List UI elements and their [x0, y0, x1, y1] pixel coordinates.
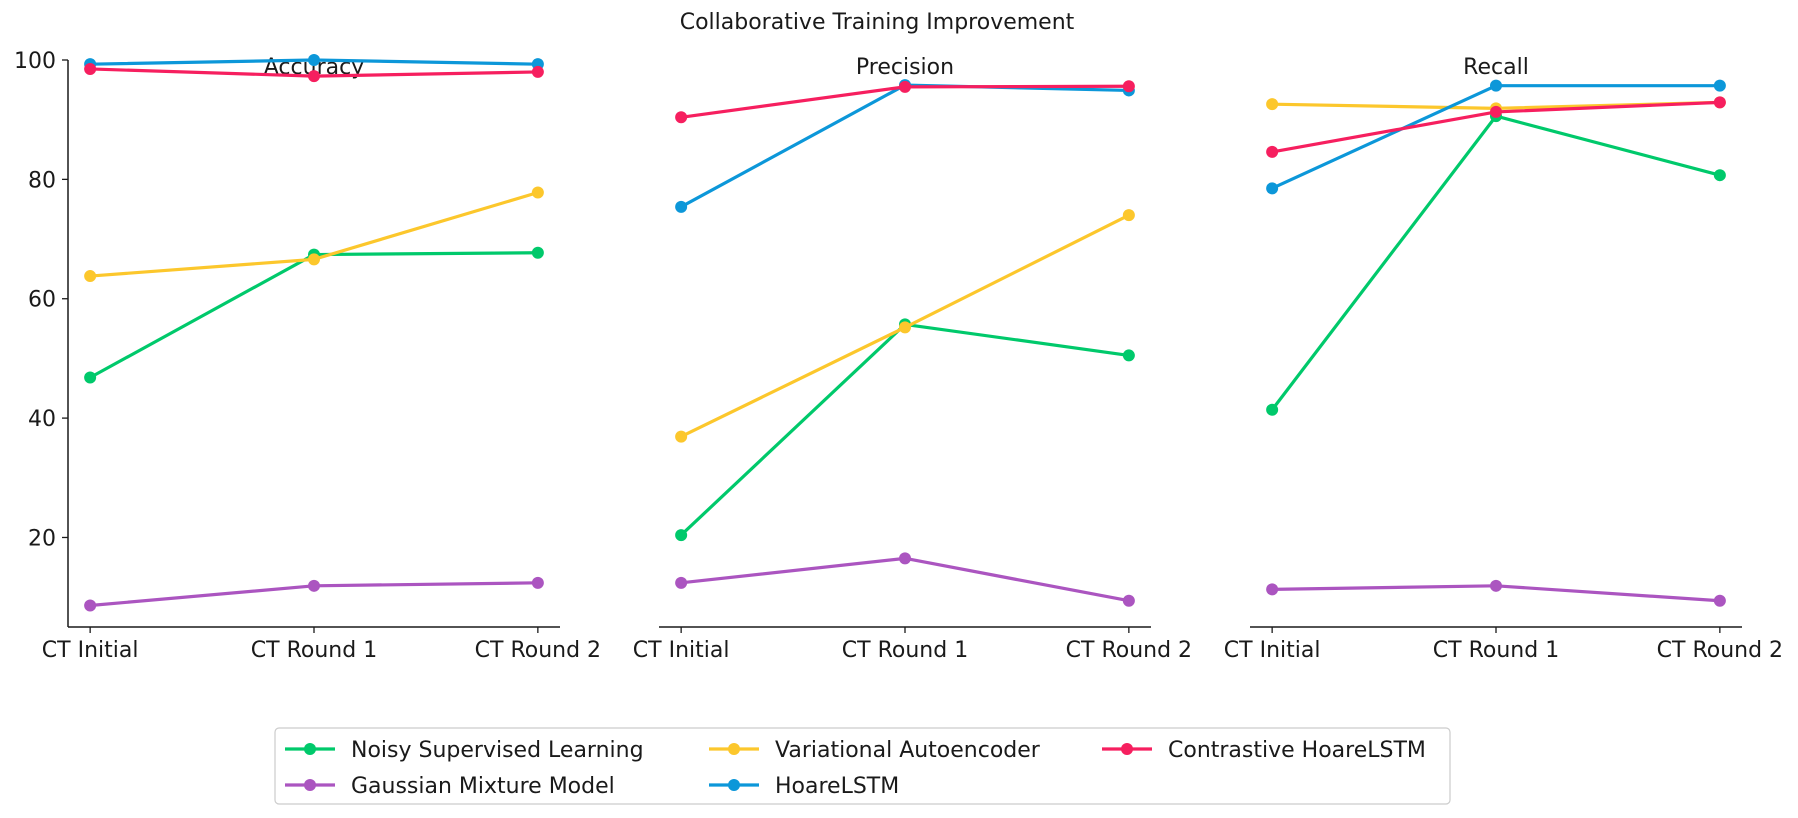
panel-title: Recall: [1463, 55, 1529, 80]
legend-item-gaussian-mixture-model: Gaussian Mixture Model: [285, 774, 615, 799]
data-point-gaussian-mixture-model: [308, 579, 320, 592]
data-point-gaussian-mixture-model: [1490, 579, 1502, 592]
series-line-noisy-supervised-learning: [1270, 114, 1722, 412]
data-point-variational-autoencoder: [531, 186, 544, 199]
data-point-noisy-supervised-learning: [675, 529, 688, 542]
series-line-hoarelstm: [1270, 84, 1722, 190]
data-point-gaussian-mixture-model: [675, 576, 688, 589]
data-point-gaussian-mixture-model: [531, 576, 544, 589]
data-point-contrastive-hoarelstm: [531, 65, 544, 78]
legend-marker: [304, 743, 316, 755]
series-line-noisy-supervised-learning: [679, 322, 1131, 537]
x-tick-label: CT Round 1: [251, 638, 377, 663]
x-tick-label: CT Round 2: [1066, 638, 1192, 663]
data-point-contrastive-hoarelstm: [308, 70, 320, 83]
y-tick-label: 40: [28, 407, 56, 432]
legend-frame: [274, 727, 1451, 805]
data-point-noisy-supervised-learning: [1266, 403, 1279, 416]
data-point-contrastive-hoarelstm: [84, 62, 97, 75]
y-tick-label: 100: [14, 49, 56, 74]
data-point-variational-autoencoder: [899, 321, 911, 334]
data-point-variational-autoencoder: [84, 270, 97, 283]
legend-label: Contrastive HoareLSTM: [1168, 738, 1426, 763]
legend-item-hoarelstm: HoareLSTM: [709, 774, 899, 799]
x-tick-label: CT Initial: [1224, 638, 1321, 663]
panel-recall: Recall CT Initial CT Round 1 CT Round 2: [1224, 55, 1783, 663]
data-point-contrastive-hoarelstm: [1266, 145, 1279, 158]
data-point-gaussian-mixture-model: [899, 552, 911, 565]
chart-title: Collaborative Training Improvement: [680, 10, 1075, 35]
data-point-contrastive-hoarelstm: [1122, 80, 1135, 93]
x-tick-label: CT Round 1: [842, 638, 968, 663]
data-point-contrastive-hoarelstm: [899, 80, 911, 93]
x-tick-label: CT Initial: [42, 638, 139, 663]
legend-marker: [304, 779, 316, 791]
legend-marker: [1121, 743, 1133, 755]
legend-item-variational-autoencoder: Variational Autoencoder: [709, 738, 1041, 763]
legend: Noisy Supervised Learning Gaussian Mixtur…: [274, 727, 1451, 805]
y-tick-label: 60: [28, 288, 56, 313]
x-tick-label: CT Initial: [633, 638, 730, 663]
series-line-hoarelstm: [679, 83, 1131, 209]
legend-label: Gaussian Mixture Model: [351, 774, 615, 799]
data-point-variational-autoencoder: [1122, 209, 1135, 222]
y-tick-label: 20: [28, 526, 56, 551]
legend-marker: [728, 779, 740, 791]
x-tick-label: CT Round 2: [1657, 638, 1783, 663]
y-tick-label: 80: [28, 168, 56, 193]
data-point-hoarelstm: [308, 54, 320, 66]
legend-label: HoareLSTM: [775, 774, 899, 799]
data-point-variational-autoencoder: [675, 430, 688, 443]
data-point-gaussian-mixture-model: [1266, 583, 1279, 596]
data-point-contrastive-hoarelstm: [675, 111, 688, 124]
legend-label: Variational Autoencoder: [775, 738, 1041, 763]
data-point-gaussian-mixture-model: [1122, 594, 1135, 607]
data-point-gaussian-mixture-model: [84, 599, 97, 612]
legend-item-noisy-supervised-learning: Noisy Supervised Learning: [285, 738, 644, 763]
series-line-gaussian-mixture-model: [679, 556, 1131, 603]
data-point-contrastive-hoarelstm: [1713, 96, 1726, 109]
x-tick-label: CT Round 2: [475, 638, 601, 663]
legend-item-contrastive-hoarelstm: Contrastive HoareLSTM: [1102, 738, 1426, 763]
data-point-noisy-supervised-learning: [1713, 169, 1726, 182]
legend-label: Noisy Supervised Learning: [351, 738, 644, 763]
data-point-noisy-supervised-learning: [1122, 349, 1135, 362]
data-point-hoarelstm: [1713, 79, 1726, 92]
data-point-variational-autoencoder: [308, 253, 320, 266]
data-point-hoarelstm: [1490, 79, 1502, 92]
data-point-gaussian-mixture-model: [1713, 594, 1726, 607]
data-point-noisy-supervised-learning: [531, 246, 544, 259]
panel-title: Precision: [856, 55, 954, 80]
data-point-contrastive-hoarelstm: [1490, 105, 1502, 118]
legend-marker: [728, 743, 740, 755]
panel-precision: Precision CT Initial CT Round 1 CT Round 2: [633, 55, 1192, 663]
data-point-variational-autoencoder: [1266, 98, 1279, 111]
data-point-noisy-supervised-learning: [84, 371, 97, 384]
data-point-hoarelstm: [675, 200, 688, 213]
data-point-hoarelstm: [1266, 182, 1279, 195]
x-tick-label: CT Round 1: [1433, 638, 1559, 663]
